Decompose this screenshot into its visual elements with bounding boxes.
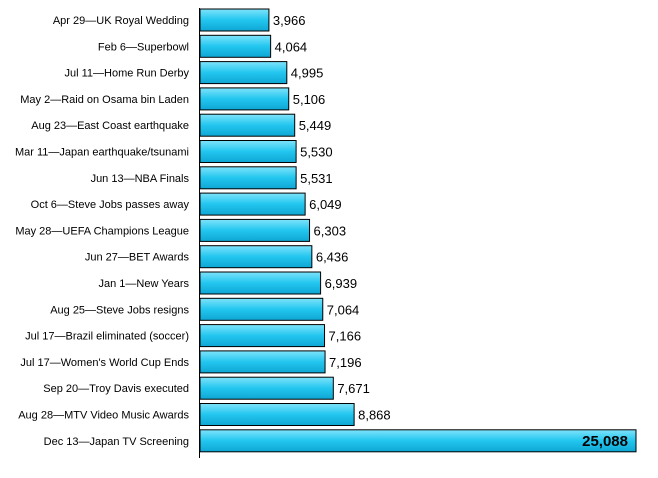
- value-label: 6,303: [314, 223, 347, 238]
- value-label: 3,966: [273, 13, 306, 28]
- category-label: Jul 17—Women's World Cup Ends: [20, 357, 189, 369]
- bar: [199, 61, 288, 85]
- value-label: 5,106: [293, 92, 326, 107]
- bar: [199, 218, 311, 242]
- value-label: 5,530: [300, 145, 333, 160]
- category-label: Oct 6—Steve Jobs passes away: [31, 199, 190, 211]
- bar: [199, 324, 326, 348]
- value-label: 5,449: [299, 118, 332, 133]
- value-label: 7,166: [329, 329, 362, 344]
- bar: [199, 192, 306, 216]
- category-label: Sep 20—Troy Davis executed: [43, 383, 189, 395]
- category-label: May 2—Raid on Osama bin Laden: [20, 94, 189, 106]
- value-label: 6,939: [325, 276, 358, 291]
- category-label: Jul 11—Home Run Derby: [64, 68, 189, 80]
- category-label: Jan 1—New Years: [99, 278, 190, 290]
- bar: [199, 140, 297, 163]
- bar: [199, 271, 322, 295]
- bars-group: Apr 29—UK Royal Wedding 3,966 Feb 6—Superb…: [15, 8, 637, 453]
- category-label: Jul 17—Brazil eliminated (soccer): [25, 331, 189, 343]
- category-label: Jun 27—BET Awards: [85, 252, 190, 264]
- bar: [199, 166, 297, 190]
- category-label: May 28—UEFA Champions League: [15, 225, 189, 237]
- category-label: Dec 13—Japan TV Screening: [44, 436, 189, 448]
- value-label: 4,064: [275, 39, 308, 54]
- bar: [199, 376, 334, 400]
- value-label: 7,671: [337, 381, 370, 396]
- category-label: Aug 28—MTV Video Music Awards: [18, 410, 189, 422]
- category-label: Jun 13—NBA Finals: [91, 173, 190, 185]
- bar: [199, 8, 270, 32]
- bar: [199, 87, 290, 111]
- bar: [199, 350, 326, 374]
- value-label: 6,436: [316, 250, 349, 265]
- category-label: Aug 25—Steve Jobs resigns: [50, 304, 189, 316]
- bar: [199, 113, 296, 137]
- value-label: 7,196: [329, 355, 362, 370]
- bar: [199, 245, 313, 269]
- value-label: 5,531: [300, 171, 333, 186]
- category-label: Apr 29—UK Royal Wedding: [53, 15, 189, 27]
- bar: [199, 297, 324, 321]
- category-label: Feb 6—Superbowl: [98, 41, 189, 53]
- value-label: 25,088: [582, 433, 628, 450]
- bar: [199, 34, 272, 58]
- value-label: 8,868: [358, 408, 391, 423]
- value-label: 6,049: [309, 197, 342, 212]
- value-label: 4,995: [291, 66, 324, 81]
- bar: [199, 429, 637, 453]
- value-label: 7,064: [327, 302, 360, 317]
- category-label: Mar 11—Japan earthquake/tsunami: [15, 147, 189, 159]
- bar: [199, 403, 355, 426]
- category-label: Aug 23—East Coast earthquake: [31, 120, 189, 132]
